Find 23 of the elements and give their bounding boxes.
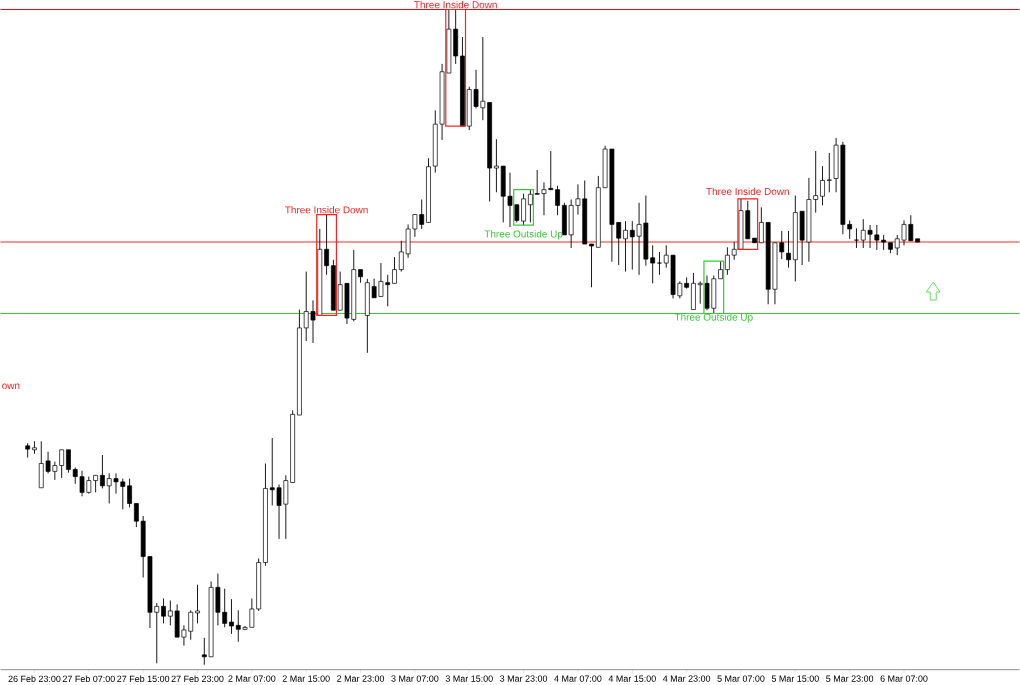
x-tick-label: 5 Mar 23:00 [826,675,874,682]
x-tick-label: 6 Mar 07:00 [880,675,928,682]
text: own [2,383,20,389]
x-tick-label: 3 Mar 23:00 [500,675,548,682]
x-tick-label: 2 Mar 23:00 [337,675,385,682]
x-tick-label: 3 Mar 15:00 [445,675,493,682]
x-tick-label: 4 Mar 07:00 [554,675,602,682]
x-tick-label: 27 Feb 07:00 [62,675,115,682]
x-tick-label: 2 Mar 07:00 [228,675,276,682]
x-tick-label: 27 Feb 15:00 [117,675,170,682]
annotation: Three Inside Down [706,187,789,195]
x-tick-label: 5 Mar 15:00 [771,675,819,682]
annotation: Three Outside Up [484,230,563,240]
x-tick-label: 5 Mar 07:00 [717,675,765,682]
annotation: Three Outside Up [674,313,753,323]
x-tick-label: 2 Mar 15:00 [282,675,330,682]
x-tick-label: 3 Mar 07:00 [391,675,439,682]
x-tick-label: 4 Mar 23:00 [662,675,711,682]
x-tick-label: 4 Mar 15:00 [608,675,656,682]
x-tick-label: 26 Feb 23:00 [8,675,61,682]
annotation: Three Inside Down [414,0,497,9]
x-tick-label: 27 Feb 23:00 [171,675,224,682]
annotation: Three Inside Down [285,205,368,214]
